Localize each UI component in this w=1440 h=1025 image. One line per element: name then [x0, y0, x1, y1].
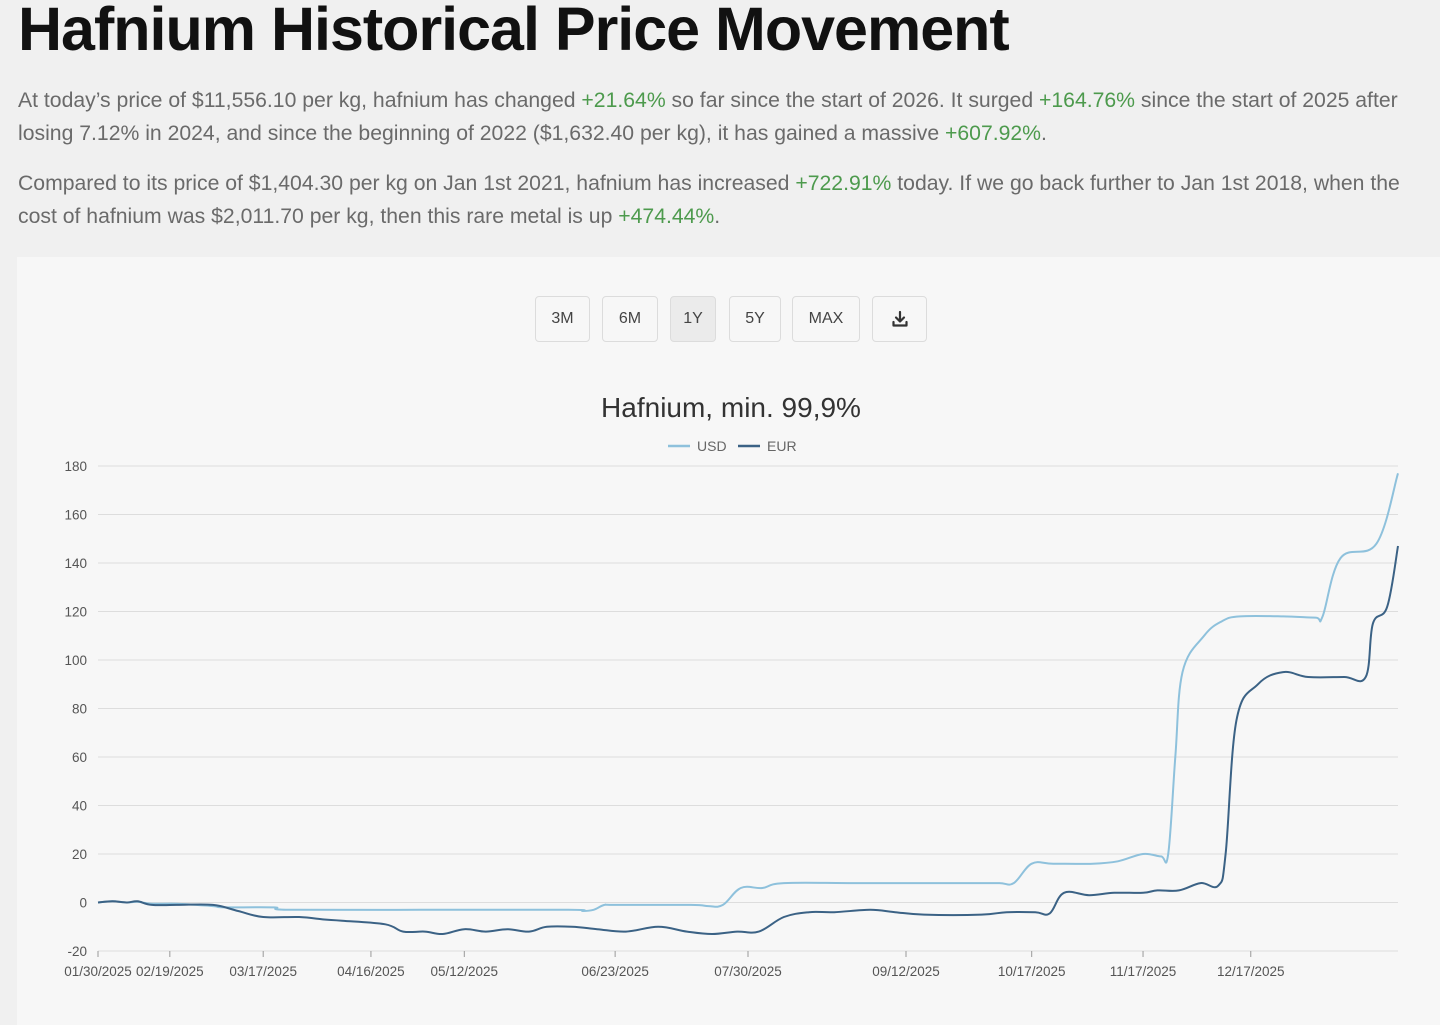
x-tick-label: 06/23/2025	[581, 964, 649, 979]
percent-change: +164.76%	[1039, 89, 1136, 112]
y-tick-label: 140	[64, 556, 87, 571]
chart-card	[17, 257, 1440, 1025]
x-tick-label: 07/30/2025	[714, 964, 782, 979]
x-tick-label: 02/19/2025	[136, 964, 204, 979]
x-tick-label: 10/17/2025	[998, 964, 1066, 979]
paragraph-text: .	[1041, 121, 1047, 145]
x-tick-label: 01/30/2025	[64, 964, 132, 979]
x-tick-label: 12/17/2025	[1217, 964, 1285, 979]
y-tick-label: 100	[64, 653, 87, 668]
summary-paragraph-2: Compared to its price of $1,404.30 per k…	[18, 168, 1434, 233]
y-tick-label: 40	[72, 799, 87, 814]
paragraph-text: At today’s price of $11,556.10 per kg, h…	[18, 89, 582, 112]
summary-paragraph-1: At today’s price of $11,556.10 per kg, h…	[18, 85, 1434, 150]
y-tick-label: 60	[72, 750, 87, 765]
x-tick-label: 04/16/2025	[337, 964, 405, 979]
range-button-5y[interactable]: 5Y	[729, 296, 781, 342]
x-tick-label: 09/12/2025	[872, 964, 940, 979]
paragraph-text: .	[714, 204, 721, 228]
download-icon	[891, 310, 908, 327]
download-button[interactable]	[872, 296, 927, 342]
percent-change: +722.91%	[795, 172, 892, 195]
range-button-6m[interactable]: 6M	[602, 296, 658, 342]
x-tick-label: 11/17/2025	[1110, 964, 1177, 979]
y-tick-label: 0	[79, 896, 87, 911]
paragraph-text: Compared to its price of $1,404.30 per k…	[18, 172, 796, 195]
series-line-eur	[97, 545, 1399, 936]
legend-label-usd: USD	[697, 438, 727, 454]
paragraph-text: so far since the start of 2026. It surge…	[665, 89, 1039, 112]
series-line-usd	[97, 473, 1399, 912]
range-button-max[interactable]: MAX	[792, 296, 860, 342]
percent-change: +21.64%	[581, 89, 666, 112]
page-title: Hafnium Historical Price Movement	[18, 0, 1010, 63]
y-tick-label: 160	[64, 508, 87, 523]
paragraph-text: today. If we go back further to Jan 1st …	[18, 172, 1400, 228]
x-tick-label: 05/12/2025	[431, 964, 499, 979]
y-tick-label: 20	[72, 847, 87, 862]
range-button-1y[interactable]: 1Y	[670, 296, 716, 342]
y-tick-label: -20	[67, 944, 87, 959]
y-tick-label: 180	[64, 459, 87, 474]
paragraph-text: since the start of 2025 after losing 7.1…	[18, 89, 1398, 145]
legend-label-eur: EUR	[767, 438, 797, 454]
x-tick-label: 03/17/2025	[229, 964, 297, 979]
percent-change: +474.44%	[618, 204, 715, 228]
percent-change: +607.92%	[945, 121, 1042, 145]
chart-title: Hafnium, min. 99,9%	[601, 392, 861, 423]
y-tick-label: 80	[72, 702, 87, 717]
range-button-3m[interactable]: 3M	[535, 296, 590, 342]
range-selector: 3M 6M 1Y 5Y MAX	[0, 296, 1440, 344]
y-tick-label: 120	[64, 605, 87, 620]
